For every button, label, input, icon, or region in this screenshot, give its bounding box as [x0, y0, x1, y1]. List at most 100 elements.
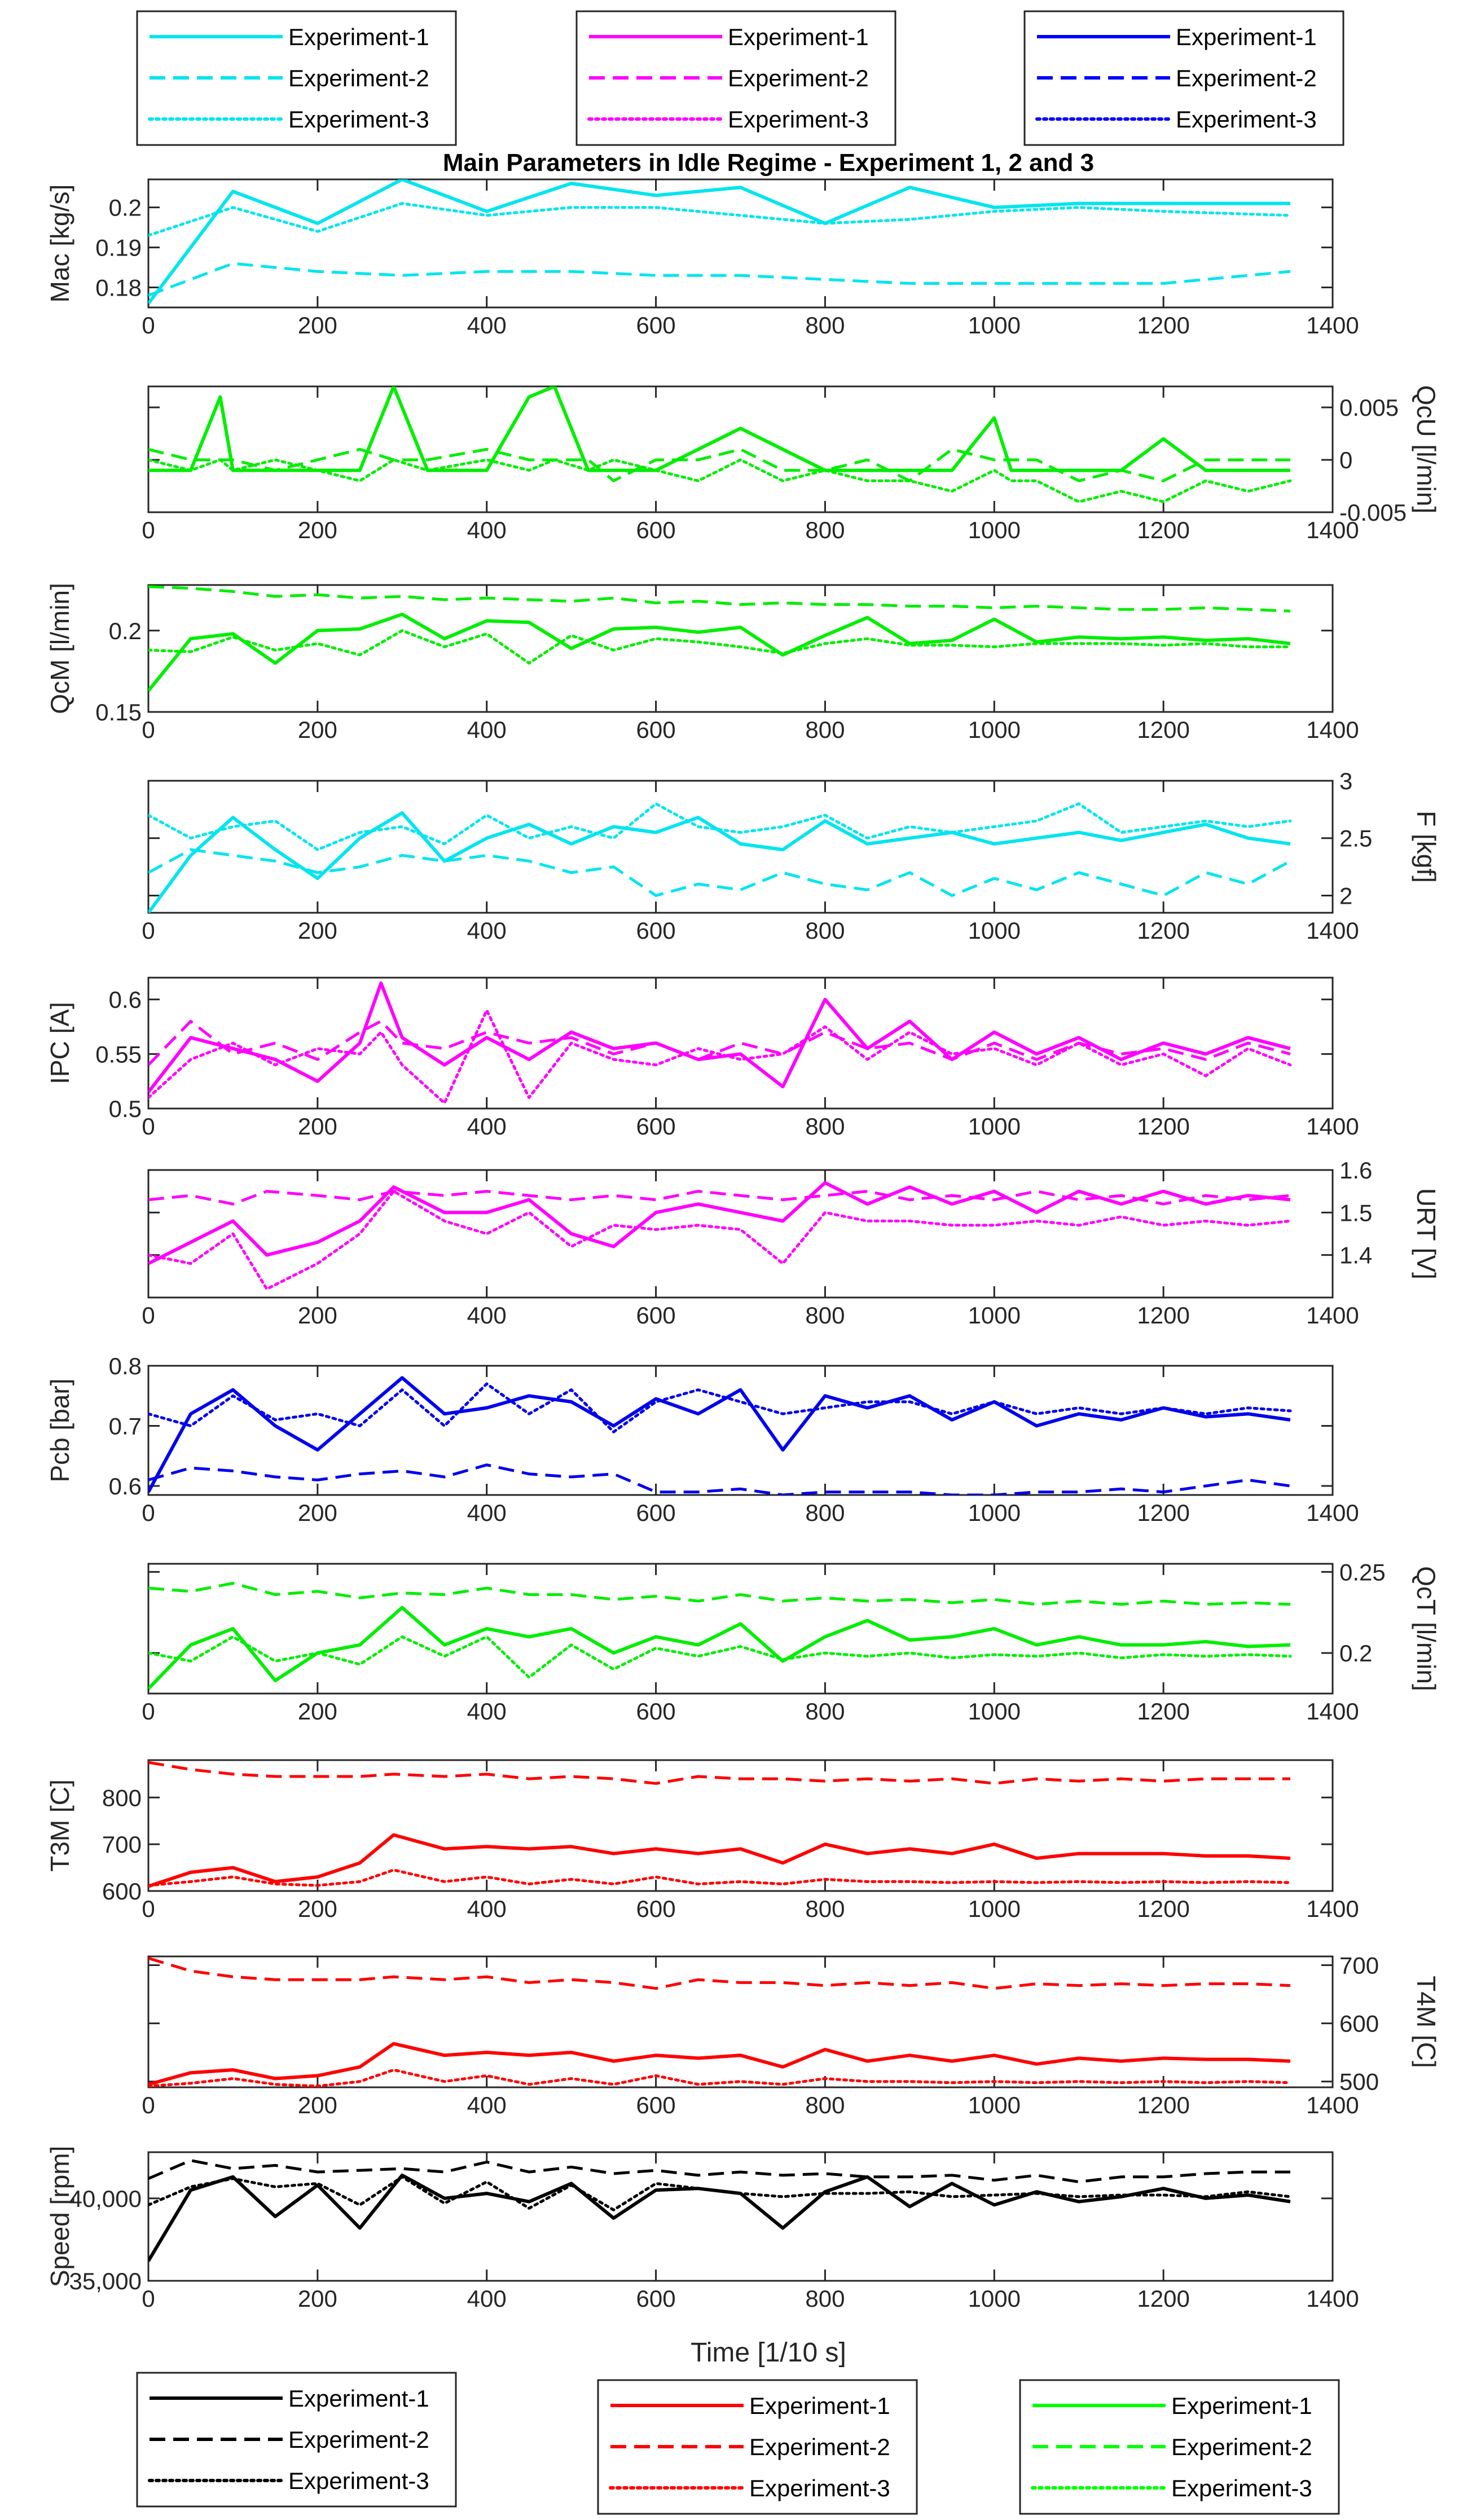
- y-tick-label: 0.5: [109, 1096, 142, 1122]
- x-tick-label: 1000: [968, 1499, 1021, 1526]
- legend-label: Experiment-3: [1171, 2475, 1312, 2501]
- x-axis-label: Time [1/10 s]: [691, 2338, 846, 2368]
- series-line-experiment-3: [148, 2175, 1292, 2211]
- y-axis-label: QcT [l/min]: [1412, 1566, 1441, 1691]
- legend-label: Experiment-2: [728, 65, 869, 91]
- y-axis-label: IPC [A]: [45, 1002, 74, 1084]
- legend-label: Experiment-3: [728, 106, 869, 133]
- y-axis-label: T3M [C]: [45, 1779, 74, 1872]
- panel-6: 0 200 400 600 800 1000 1200 1400 1.4 1.5 1.6 URT [V…: [142, 1157, 1441, 1329]
- panel-4: 0 200 400 600 800 1000 1200 1400 2 2.5 3 F [kgf]: [142, 768, 1441, 944]
- x-tick-label: 800: [805, 1113, 845, 1140]
- series-line-experiment-3: [148, 1868, 1292, 1887]
- x-tick-label: 800: [805, 1698, 845, 1725]
- legend-box: [597, 2379, 918, 2515]
- x-tick-label: 400: [467, 1302, 507, 1329]
- y-tick-label: 35,000: [69, 2268, 142, 2294]
- x-tick-label: 200: [298, 1302, 337, 1329]
- x-tick-label: 800: [805, 716, 845, 743]
- x-tick-label: 0: [142, 917, 155, 944]
- x-tick-label: 200: [298, 716, 337, 743]
- series-line-experiment-2: [148, 1463, 1291, 1495]
- x-tick-label: 0: [142, 1698, 155, 1725]
- x-tick-label: 400: [467, 1896, 507, 1922]
- x-tick-label: 1400: [1306, 2092, 1359, 2118]
- y-axis-label: URT [V]: [1412, 1188, 1441, 1279]
- plot-area: [147, 780, 1334, 914]
- x-tick-label: 1400: [1306, 1113, 1359, 1140]
- x-tick-label: 200: [298, 1499, 337, 1526]
- x-tick-label: 1400: [1306, 1698, 1359, 1725]
- x-tick-label: 400: [467, 1698, 507, 1725]
- y-axis-label: QcU [l/min]: [1412, 385, 1441, 513]
- x-tick-label: 600: [636, 2285, 676, 2312]
- x-tick-label: 1400: [1306, 1896, 1359, 1922]
- legend: Experiment-1 Experiment-2 Experiment-3: [597, 2379, 918, 2515]
- y-tick-label: 1.5: [1339, 1199, 1372, 1226]
- series-line-experiment-2: [148, 1582, 1291, 1606]
- y-tick-label: 700: [102, 1831, 142, 1858]
- series-line-experiment-3: [148, 458, 1292, 503]
- y-tick-label: 0.19: [95, 235, 142, 261]
- x-tick-label: 200: [298, 517, 337, 543]
- legend: Experiment-1 Experiment-2 Experiment-3: [1023, 10, 1344, 146]
- y-axis-label: F [kgf]: [1412, 811, 1441, 883]
- legend-label: Experiment-3: [749, 2475, 890, 2501]
- plot-area: [147, 1955, 1334, 2088]
- x-tick-label: 200: [298, 1698, 337, 1725]
- y-tick-label: 500: [1339, 2069, 1379, 2095]
- y-tick-label: 600: [102, 1878, 142, 1905]
- plot-area: [147, 1563, 1334, 1695]
- x-tick-label: 0: [142, 1499, 155, 1526]
- x-tick-label: 800: [805, 2285, 845, 2312]
- legend-box: [575, 10, 896, 146]
- y-tick-label: -0.005: [1339, 499, 1407, 526]
- x-tick-label: 1000: [968, 917, 1021, 944]
- y-axis-label: T4M [C]: [1412, 1976, 1441, 2068]
- x-tick-label: 1000: [968, 1113, 1021, 1140]
- series-line-experiment-2: [148, 585, 1291, 613]
- panel-9: 0 200 400 600 800 1000 1200 1400 600 700 800 T3M [C…: [45, 1759, 1359, 1922]
- y-tick-label: 0.2: [109, 195, 142, 221]
- x-tick-label: 1000: [968, 517, 1021, 543]
- x-tick-label: 400: [467, 1499, 507, 1526]
- x-tick-label: 600: [636, 716, 676, 743]
- series-line-experiment-3: [148, 1635, 1292, 1679]
- legend: Experiment-1 Experiment-2 Experiment-3: [575, 10, 896, 146]
- series-line-experiment-3: [148, 2068, 1292, 2087]
- x-tick-label: 1200: [1137, 1113, 1189, 1140]
- x-tick-label: 1400: [1306, 1499, 1359, 1526]
- y-tick-label: 2.5: [1339, 825, 1372, 852]
- x-tick-label: 0: [142, 716, 155, 743]
- x-tick-label: 800: [805, 312, 845, 338]
- x-tick-label: 0: [142, 1113, 155, 1140]
- series-line-experiment-3: [148, 202, 1292, 237]
- x-tick-label: 1000: [968, 2285, 1021, 2312]
- panel-2: 0 200 400 600 800 1000 1200 1400-0.005 0 0.005 QcU…: [142, 385, 1441, 543]
- plot-area: [147, 1169, 1334, 1299]
- x-tick-label: 200: [298, 312, 337, 338]
- x-tick-label: 400: [467, 2092, 507, 2118]
- x-tick-label: 1200: [1137, 517, 1189, 543]
- legend: Experiment-1 Experiment-2 Experiment-3: [136, 10, 457, 146]
- y-tick-label: 0.25: [1339, 1559, 1386, 1585]
- x-tick-label: 200: [298, 2285, 337, 2312]
- series-line-experiment-2: [148, 1190, 1291, 1206]
- legend-label: Experiment-2: [1176, 65, 1317, 91]
- x-tick-label: 1200: [1137, 716, 1189, 743]
- x-tick-label: 1400: [1306, 716, 1359, 743]
- panel-7: 0 200 400 600 800 1000 1200 1400 0.6 0.7 0.8 Pcb [b…: [45, 1353, 1359, 1526]
- x-tick-label: 1400: [1306, 2285, 1359, 2312]
- y-tick-label: 40,000: [69, 2185, 142, 2212]
- legend-label: Experiment-1: [1171, 2393, 1312, 2419]
- y-tick-label: 0.6: [109, 987, 142, 1013]
- y-tick-label: 700: [1339, 1952, 1379, 1978]
- x-tick-label: 1200: [1137, 917, 1189, 944]
- x-tick-label: 1000: [968, 312, 1021, 338]
- plot-area: [147, 178, 1334, 309]
- y-tick-label: 0.15: [95, 699, 142, 725]
- x-tick-label: 400: [467, 1113, 507, 1140]
- y-tick-label: 0.18: [95, 275, 142, 301]
